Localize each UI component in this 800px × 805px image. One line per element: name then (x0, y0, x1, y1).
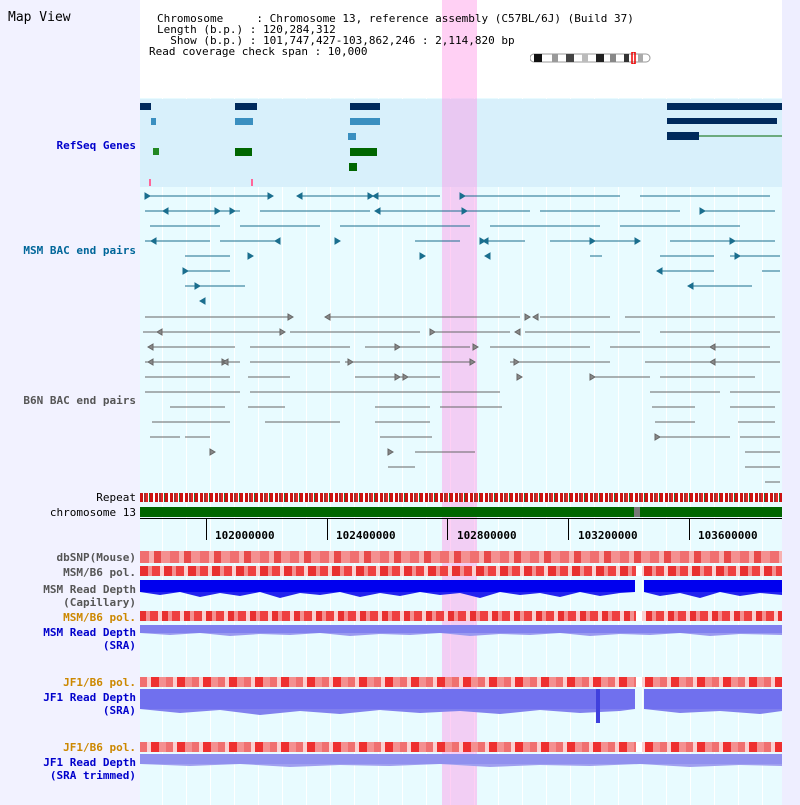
label-refseq-genes: RefSeq Genes (56, 139, 136, 152)
label-jf1-read-sra: JF1 Read Depth (43, 691, 136, 704)
repeat-track[interactable] (140, 493, 782, 502)
chromosome-bar[interactable] (140, 507, 782, 517)
label-msm-read-capillary: MSM Read Depth (43, 583, 136, 596)
refseq-gene-track[interactable] (140, 99, 782, 187)
header-background (140, 0, 782, 98)
jf1-b6-pol-band[interactable] (140, 677, 782, 687)
label-msm-bac: MSM BAC end pairs (23, 244, 136, 257)
dbsnp-band[interactable] (140, 551, 782, 563)
label-jf1-read-trimmed-sub: (SRA trimmed) (49, 769, 136, 782)
b6n-bac-track[interactable] (140, 310, 782, 488)
axis-tick-label: 102400000 (336, 529, 396, 542)
jf1-read-depth-sra[interactable] (140, 689, 782, 725)
axis-line (140, 518, 782, 519)
msm-read-depth-sra[interactable] (140, 625, 782, 639)
show-range-info: Show (b.p.) : 101,747,427-103,862,246 : … (157, 34, 515, 47)
chromosome-ideogram[interactable] (530, 52, 652, 64)
page-title: Map View (8, 10, 71, 25)
axis-tick-label: 102000000 (215, 529, 275, 542)
jf1-read-depth-trimmed[interactable] (140, 754, 782, 772)
coverage-span-info: Read coverage check span : 10,000 (149, 45, 368, 58)
axis-tick-label: 103600000 (698, 529, 758, 542)
msm-bac-track[interactable] (140, 190, 782, 308)
label-msm-read-capillary-sub: (Capillary) (63, 596, 136, 609)
label-msm-read-sra-sub: (SRA) (102, 639, 136, 652)
label-msm-b6-pol-2: MSM/B6 pol. (63, 611, 136, 624)
length-info: Length (b.p.) : 120,284,312 (157, 23, 336, 36)
label-jf1-read-sra-sub: (SRA) (102, 704, 136, 717)
axis-tick-label: 103200000 (578, 529, 638, 542)
label-b6n-bac: B6N BAC end pairs (23, 394, 136, 407)
label-jf1-read-trimmed: JF1 Read Depth (43, 756, 136, 769)
label-jf1-b6-pol: JF1/B6 pol. (63, 676, 136, 689)
jf1-b6-pol-band-2[interactable] (140, 742, 782, 752)
chromosome-info: Chromosome : Chromosome 13, reference as… (157, 12, 634, 25)
label-msm-read-sra: MSM Read Depth (43, 626, 136, 639)
label-chromosome: chromosome 13 (49, 506, 136, 519)
msm-b6-pol-band-2[interactable] (140, 611, 782, 621)
label-msm-b6-pol: MSM/B6 pol. (63, 566, 136, 579)
msm-read-depth-capillary[interactable] (140, 580, 782, 600)
label-repeat: Repeat (96, 491, 136, 504)
msm-b6-pol-band[interactable] (140, 566, 782, 576)
selected-region-highlight[interactable] (442, 0, 477, 805)
track-label-panel (0, 0, 140, 805)
label-dbsnp: dbSNP(Mouse) (56, 551, 136, 564)
label-jf1-b6-pol-2: JF1/B6 pol. (63, 741, 136, 754)
right-margin (782, 0, 800, 805)
refseq-background (140, 99, 782, 187)
axis-tick-label: 102800000 (457, 529, 517, 542)
chromosome-gap (634, 507, 640, 517)
